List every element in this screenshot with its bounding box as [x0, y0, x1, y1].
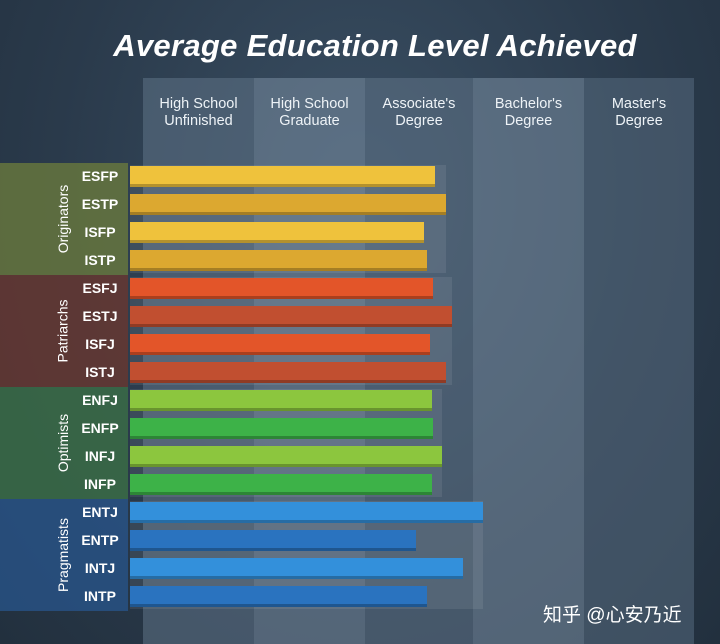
group-name: Pragmatists — [55, 518, 72, 592]
level-header-5: Master's Degree — [584, 96, 694, 130]
bar-shadow — [130, 520, 483, 523]
level-header-3: Associate's Degree — [365, 96, 473, 130]
level-header-line: Associate's — [382, 96, 456, 112]
type-label-istj: ISTJ — [85, 364, 115, 380]
bar-estp — [130, 194, 447, 215]
bar-shadow — [130, 604, 428, 607]
group-band-patriarchs — [0, 275, 128, 387]
level-header-line: High School — [159, 96, 238, 112]
level-header-line: High School — [270, 96, 349, 112]
type-label-esfp: ESFP — [81, 168, 119, 184]
bar-entj — [130, 502, 483, 523]
bar-enfp — [130, 418, 434, 439]
bar-shadow — [130, 184, 436, 187]
bar-esfp — [130, 166, 436, 187]
chart-title: Average Education Level Achieved — [113, 28, 637, 63]
level-header-line: Degree — [504, 113, 553, 129]
watermark: 知乎 @心安乃近 — [543, 605, 682, 626]
type-label-enfj: ENFJ — [82, 392, 118, 408]
group-label: Patriarchs — [52, 275, 74, 387]
level-header-4: Bachelor's Degree — [473, 96, 584, 130]
type-label-estp: ESTP — [81, 196, 119, 212]
bar-infp — [130, 474, 432, 495]
group-band-originators — [0, 163, 128, 275]
bar-shadow — [130, 268, 428, 271]
bar-istj — [130, 362, 447, 383]
type-label-intp: INTP — [84, 588, 116, 604]
bar-shadow — [130, 296, 434, 299]
bar-enfj — [130, 390, 432, 411]
bar-entp — [130, 530, 417, 551]
level-header-line: Master's — [611, 96, 667, 112]
type-label-istp: ISTP — [84, 252, 116, 268]
bar-shadow — [130, 548, 417, 551]
level-header-line: Graduate — [279, 113, 340, 129]
bar-infj — [130, 446, 442, 467]
type-label-entj: ENTJ — [82, 504, 118, 520]
bar-shadow — [130, 408, 432, 411]
group-label: Optimists — [52, 387, 74, 499]
bar-shadow — [130, 352, 430, 355]
type-label-entp: ENTP — [81, 532, 119, 548]
bar-shadow — [130, 436, 434, 439]
bar-isfj — [130, 334, 430, 355]
bar-intj — [130, 558, 463, 579]
group-name: Originators — [55, 184, 71, 254]
group-label: Pragmatists — [52, 499, 74, 611]
group-band-pragmatists — [0, 499, 128, 611]
group-name: Patriarchs — [55, 299, 71, 363]
group-band-optimists — [0, 387, 128, 499]
type-label-intj: INTJ — [84, 560, 116, 576]
bar-esfj — [130, 278, 434, 299]
type-label-estj: ESTJ — [82, 308, 118, 324]
type-label-infp: INFP — [84, 476, 116, 492]
level-header-2: High School Graduate — [254, 96, 365, 130]
group-label: Originators — [52, 163, 74, 275]
bar-intp — [130, 586, 428, 607]
level-column-5 — [584, 78, 694, 644]
bar-shadow — [130, 492, 432, 495]
bar-istp — [130, 250, 428, 271]
bar-estj — [130, 306, 452, 327]
level-header-line: Bachelor's — [494, 96, 563, 112]
type-label-infj: INFJ — [84, 448, 116, 464]
bar-shadow — [130, 212, 447, 215]
group-name: Optimists — [55, 413, 71, 473]
level-header-line: Degree — [615, 113, 663, 129]
bar-shadow — [130, 576, 463, 579]
level-header-1: High School Unfinished — [143, 96, 254, 130]
level-header-line: Degree — [395, 113, 443, 129]
bar-shadow — [130, 240, 425, 243]
type-label-esfj: ESFJ — [82, 280, 118, 296]
bar-isfp — [130, 222, 425, 243]
type-label-isfp: ISFP — [84, 224, 116, 240]
type-label-isfj: ISFJ — [85, 336, 115, 352]
type-label-enfp: ENFP — [81, 420, 119, 436]
level-header-line: Unfinished — [164, 113, 233, 129]
bar-shadow — [130, 324, 452, 327]
bar-shadow — [130, 464, 442, 467]
bar-shadow — [130, 380, 447, 383]
level-column-4 — [473, 78, 584, 644]
